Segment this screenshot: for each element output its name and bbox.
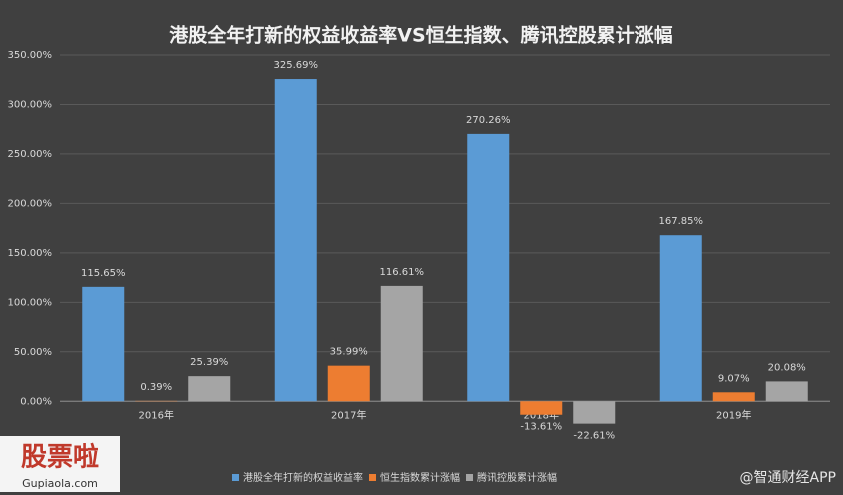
x-tick-label: 2016年 <box>139 408 174 421</box>
legend-label: 港股全年打新的权益收益率 <box>243 471 363 484</box>
value-label: 116.61% <box>380 267 425 278</box>
x-tick-label: 2017年 <box>331 408 366 421</box>
bar <box>573 401 616 424</box>
y-tick-label: 150.00% <box>8 248 53 259</box>
value-label: 270.26% <box>466 115 511 126</box>
y-tick-label: 300.00% <box>8 99 53 110</box>
bar <box>380 285 423 402</box>
bar <box>467 133 510 402</box>
value-label: 25.39% <box>190 357 228 368</box>
bar <box>188 376 231 402</box>
value-label: 325.69% <box>274 60 319 71</box>
logo-site: Gupiaola.com <box>22 477 98 490</box>
bar <box>765 381 808 402</box>
bar <box>520 401 563 415</box>
legend-swatch <box>466 474 473 481</box>
source-watermark: @智通财经APP <box>740 470 836 486</box>
legend-swatch <box>232 474 239 481</box>
legend-label: 恒生指数累计涨幅 <box>380 471 460 484</box>
y-tick-label: 200.00% <box>8 198 53 209</box>
value-label: 20.08% <box>768 362 806 373</box>
value-label: -22.61% <box>573 431 615 442</box>
value-label: 167.85% <box>659 216 704 227</box>
bar <box>274 79 317 402</box>
value-label: 0.39% <box>140 382 172 393</box>
chart-title: 港股全年打新的权益收益率VS恒生指数、腾讯控股累计涨幅 <box>169 24 672 47</box>
value-label: 115.65% <box>81 268 126 279</box>
bar <box>659 235 702 402</box>
y-tick-label: 50.00% <box>14 347 52 358</box>
logo-box <box>0 436 120 492</box>
value-label: -13.61% <box>520 422 562 433</box>
x-tick-label: 2019年 <box>716 408 751 421</box>
legend-swatch <box>369 474 376 481</box>
y-tick-label: 350.00% <box>8 50 53 61</box>
y-tick-label: 0.00% <box>20 396 52 407</box>
value-label: 35.99% <box>330 347 368 358</box>
bar <box>82 286 125 402</box>
y-tick-label: 100.00% <box>8 297 53 308</box>
bar <box>712 392 755 402</box>
bar <box>327 365 370 402</box>
value-label: 9.07% <box>718 373 750 384</box>
y-tick-label: 250.00% <box>8 149 53 160</box>
logo-text: 股票啦 <box>21 442 99 473</box>
legend-label: 腾讯控股累计涨幅 <box>477 471 557 484</box>
